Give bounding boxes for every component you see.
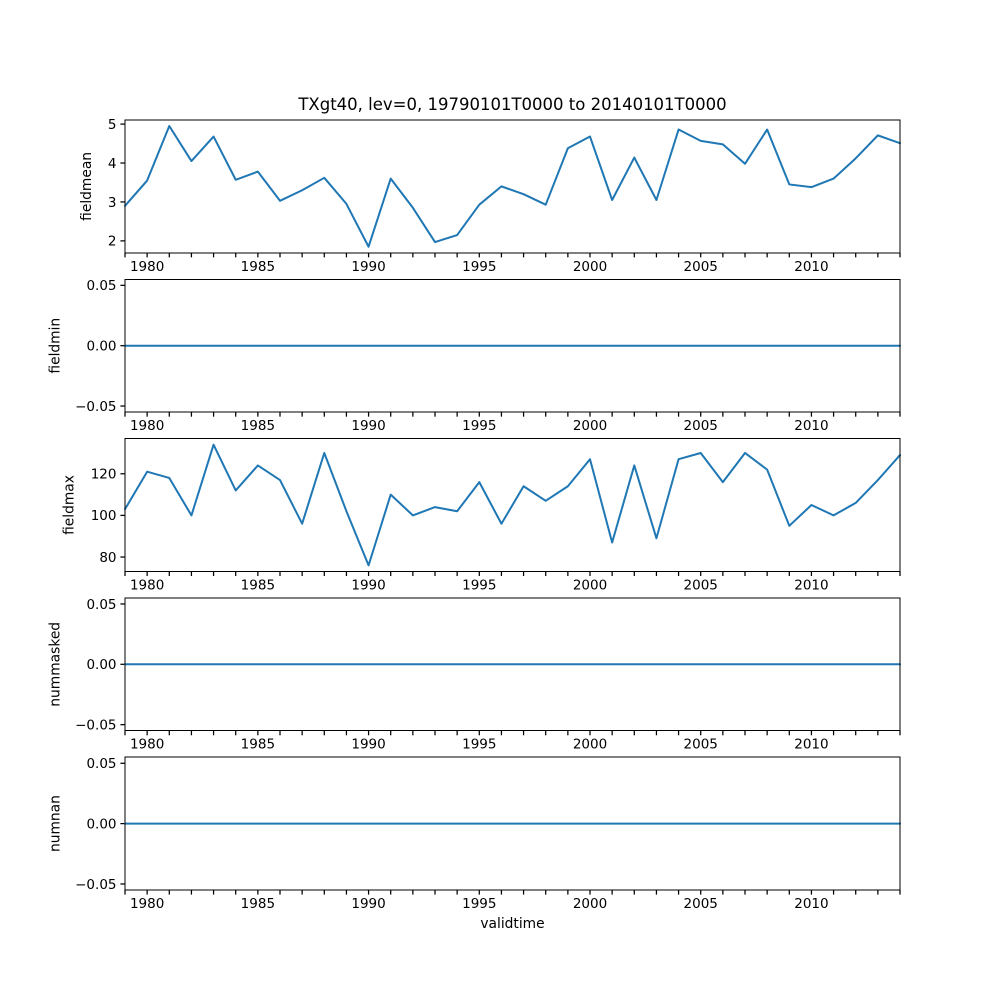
subplot-fieldmean: 1980 1985 1990 1995 2000 2005 2010 5 4 3 2 fieldmea… — [79, 117, 901, 275]
y-tick-label: 0.05 — [86, 597, 116, 613]
y-axis-title: fieldmax — [62, 475, 78, 535]
x-tick-label: 1985 — [241, 259, 275, 275]
x-axis-title: validtime — [480, 916, 544, 932]
x-tick-label: 2005 — [684, 896, 718, 912]
y-tick-label: 0.00 — [86, 816, 116, 832]
y-tick-label: 5 — [108, 117, 117, 133]
x-tick-label: 2010 — [794, 896, 828, 912]
axes-frame — [124, 438, 901, 572]
x-tick-label: 1985 — [241, 418, 275, 434]
x-tick-label: 1990 — [351, 737, 385, 753]
subplot-nummasked: 1980 1985 1990 1995 2000 2005 2010 0.05 0.00 −0.0… — [47, 597, 901, 753]
subplot-numnan: 1980 1985 1990 1995 2000 2005 2010 0.05 0.00 −0.0… — [47, 756, 901, 912]
y-tick-label: 0.00 — [86, 338, 116, 354]
y-axis-title: nummasked — [47, 622, 63, 707]
y-tick-label: 100 — [91, 508, 117, 524]
x-tick-label: 1980 — [130, 737, 164, 753]
x-tick-label: 2000 — [573, 896, 607, 912]
x-tick-label: 1985 — [241, 577, 275, 593]
axes-frame — [124, 597, 901, 732]
data-line-fieldmax — [124, 443, 901, 567]
y-tick-label: −0.05 — [75, 877, 116, 893]
x-tick-label: 2005 — [684, 577, 718, 593]
subplot-fieldmin: 1980 1985 1990 1995 2000 2005 2010 0.05 0.00 −0.0… — [47, 278, 901, 434]
x-tick-label: 2010 — [794, 577, 828, 593]
y-tick-label: 80 — [99, 550, 116, 566]
x-tick-label: 1995 — [462, 577, 496, 593]
x-tick-label: 1995 — [462, 737, 496, 753]
x-tick-label: 1980 — [130, 418, 164, 434]
axes-frame — [124, 119, 901, 254]
x-tick-label: 1980 — [130, 259, 164, 275]
y-tick-label: −0.05 — [75, 717, 116, 733]
y-tick-label: 120 — [91, 467, 117, 483]
data-line-fieldmean — [124, 125, 901, 248]
x-tick-label: 1980 — [130, 896, 164, 912]
y-axis-title: fieldmean — [79, 152, 95, 221]
y-axis-title: numnan — [47, 795, 63, 852]
y-tick-label: 4 — [108, 156, 117, 172]
y-tick-label: 0.05 — [86, 278, 116, 294]
x-tick-label: 2010 — [794, 259, 828, 275]
x-tick-label: 1985 — [241, 737, 275, 753]
axes-frame — [124, 278, 901, 413]
subplot-fieldmax: 1980 1985 1990 1995 2000 2005 2010 120 100 80 fiel… — [62, 438, 901, 593]
subplots-container: 1980 1985 1990 1995 2000 2005 2010 5 4 3 2 fieldmea… — [47, 117, 901, 912]
x-tick-label: 2010 — [794, 737, 828, 753]
y-tick-label: 0.00 — [86, 657, 116, 673]
y-tick-label: 0.05 — [86, 756, 116, 772]
x-tick-label: 1990 — [351, 896, 385, 912]
x-tick-label: 1990 — [351, 259, 385, 275]
figure-title: TXgt40, lev=0, 19790101T0000 to 20140101… — [297, 95, 726, 114]
axes-frame — [124, 756, 901, 891]
x-tick-label: 2000 — [573, 737, 607, 753]
x-tick-label: 1995 — [462, 259, 496, 275]
x-tick-label: 2000 — [573, 259, 607, 275]
x-tick-label: 1995 — [462, 418, 496, 434]
x-tick-label: 2005 — [684, 418, 718, 434]
x-tick-label: 1990 — [351, 577, 385, 593]
x-tick-label: 1980 — [130, 577, 164, 593]
x-tick-label: 2010 — [794, 418, 828, 434]
x-tick-label: 2000 — [573, 577, 607, 593]
y-tick-label: 3 — [108, 195, 117, 211]
y-axis-title: fieldmin — [47, 318, 63, 374]
x-tick-label: 1985 — [241, 896, 275, 912]
x-tick-label: 1990 — [351, 418, 385, 434]
y-tick-label: −0.05 — [75, 399, 116, 415]
x-tick-label: 2005 — [684, 259, 718, 275]
x-tick-label: 2000 — [573, 418, 607, 434]
y-tick-label: 2 — [108, 234, 117, 250]
x-tick-label: 2005 — [684, 737, 718, 753]
x-tick-label: 1995 — [462, 896, 496, 912]
